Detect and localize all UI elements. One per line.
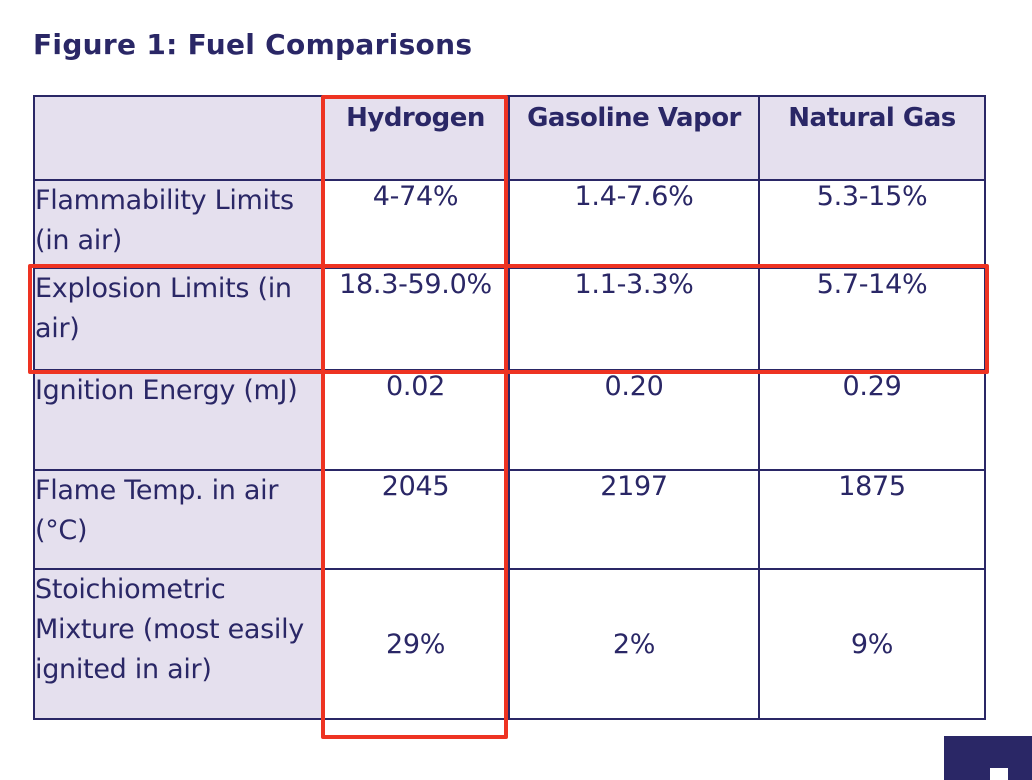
header-gasoline-vapor: Gasoline Vapor — [508, 95, 760, 181]
cell-gasoline: 1.1-3.3% — [508, 267, 760, 371]
cell-gasoline: 2% — [508, 568, 760, 720]
table-row: Stoichiometric Mixture (most easily igni… — [33, 568, 986, 720]
row-label: Flame Temp. in air (°C) — [33, 469, 323, 570]
header-hydrogen: Hydrogen — [321, 95, 510, 181]
page-corner-tab — [944, 736, 1032, 780]
cell-hydrogen: 18.3-59.0% — [321, 267, 510, 371]
row-label: Ignition Energy (mJ) — [33, 369, 323, 471]
cell-gasoline: 1.4-7.6% — [508, 179, 760, 269]
table-row: Flame Temp. in air (°C) 2045 2197 1875 — [33, 469, 986, 570]
cell-hydrogen: 4-74% — [321, 179, 510, 269]
cell-hydrogen: 0.02 — [321, 369, 510, 471]
row-label: Stoichiometric Mixture (most easily igni… — [33, 568, 323, 720]
table-header-row: Hydrogen Gasoline Vapor Natural Gas — [33, 95, 986, 181]
cell-hydrogen: 29% — [321, 568, 510, 720]
page-number-fragment — [990, 768, 1008, 780]
cell-natural-gas: 0.29 — [758, 369, 986, 471]
fuel-comparison-table: Hydrogen Gasoline Vapor Natural Gas Flam… — [33, 95, 986, 720]
cell-natural-gas: 1875 — [758, 469, 986, 570]
header-corner-cell — [33, 95, 323, 181]
row-label: Flammability Limits (in air) — [33, 179, 323, 269]
cell-natural-gas: 9% — [758, 568, 986, 720]
row-label: Explosion Limits (in air) — [33, 267, 323, 371]
cell-natural-gas: 5.3-15% — [758, 179, 986, 269]
table-row: Explosion Limits (in air) 18.3-59.0% 1.1… — [33, 267, 986, 371]
cell-gasoline: 0.20 — [508, 369, 760, 471]
table-row: Flammability Limits (in air) 4-74% 1.4-7… — [33, 179, 986, 269]
cell-hydrogen: 2045 — [321, 469, 510, 570]
header-natural-gas: Natural Gas — [758, 95, 986, 181]
cell-natural-gas: 5.7-14% — [758, 267, 986, 371]
figure-title: Figure 1: Fuel Comparisons — [33, 28, 473, 61]
cell-gasoline: 2197 — [508, 469, 760, 570]
table-row: Ignition Energy (mJ) 0.02 0.20 0.29 — [33, 369, 986, 471]
